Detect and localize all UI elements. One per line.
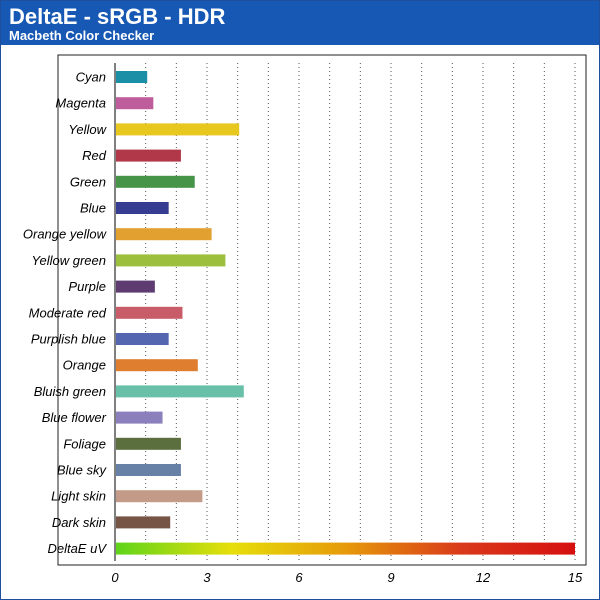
bar-purplish-blue [116, 333, 169, 345]
x-tick-label: 6 [295, 570, 303, 585]
category-label: Purplish blue [31, 332, 106, 347]
bar-red [116, 149, 181, 162]
x-tick-label: 9 [387, 570, 394, 585]
bar-yellow [116, 123, 240, 136]
category-label: Light skin [51, 489, 106, 504]
category-label: Yellow green [32, 253, 106, 268]
bar-moderate-red [116, 306, 183, 319]
category-label: Green [70, 174, 106, 189]
category-label: Red [82, 148, 107, 163]
bars [116, 71, 575, 555]
bar-purple [116, 280, 155, 293]
bar-dark-skin [116, 516, 171, 529]
bar-green [116, 175, 195, 188]
category-label: DeltaE uV [47, 541, 107, 556]
category-label: Magenta [55, 96, 106, 111]
x-tick-label: 15 [568, 570, 583, 585]
bar-bluish-green [116, 385, 244, 398]
chart-subtitle: Macbeth Color Checker [9, 28, 155, 43]
category-label: Dark skin [52, 515, 106, 530]
category-label: Orange [63, 358, 106, 373]
category-label: Blue sky [57, 463, 108, 478]
bar-blue-sky [116, 464, 181, 476]
category-labels: Cyan Magenta Yellow Red Green Blue Orange yell… [23, 70, 108, 557]
x-tick-label: 3 [203, 570, 211, 585]
category-label: Purple [68, 279, 106, 294]
bar-blue-flower [116, 411, 163, 424]
bar-magenta [116, 97, 154, 110]
category-label: Blue [80, 201, 106, 216]
bar-cyan [116, 71, 148, 83]
category-label: Foliage [63, 436, 106, 451]
bar-yellow-green [116, 254, 226, 267]
category-label: Moderate red [29, 305, 107, 320]
bar-foliage [116, 437, 181, 450]
x-tick-label: 12 [476, 570, 491, 585]
bar-blue [116, 202, 169, 214]
chart-header: DeltaE - sRGB - HDR Macbeth Color Checke… [1, 1, 599, 45]
chart-title: DeltaE - sRGB - HDR [9, 4, 226, 29]
x-tick-label: 0 [111, 570, 119, 585]
category-label: Blue flower [42, 410, 107, 425]
bar-deltae-uv [116, 542, 575, 555]
bar-orange-yellow [116, 228, 212, 241]
category-label: Orange yellow [23, 227, 108, 242]
category-label: Cyan [76, 70, 106, 85]
bar-light-skin [116, 490, 203, 503]
bar-orange [116, 359, 198, 372]
category-label: Bluish green [34, 384, 106, 399]
category-label: Yellow [68, 122, 107, 137]
x-axis-tick-labels: 0 3 6 9 12 15 [111, 570, 583, 585]
